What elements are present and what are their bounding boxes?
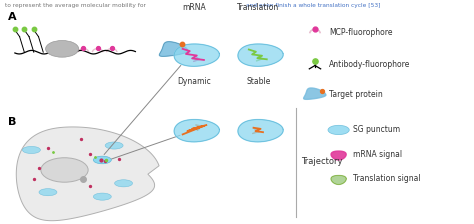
Polygon shape [174, 44, 219, 66]
Text: to represent the average molecular mobility for: to represent the average molecular mobil… [5, 3, 146, 8]
Ellipse shape [105, 142, 123, 149]
Polygon shape [331, 176, 346, 184]
Text: Dynamic: Dynamic [178, 77, 211, 86]
Text: Trajectory: Trajectory [301, 157, 342, 166]
Ellipse shape [115, 180, 133, 187]
Ellipse shape [93, 156, 111, 164]
Text: Antibody-fluorophore: Antibody-fluorophore [329, 60, 410, 69]
Polygon shape [238, 44, 283, 66]
Text: Translation signal: Translation signal [353, 174, 420, 183]
Text: mRNA signal: mRNA signal [353, 150, 402, 159]
Text: Stable: Stable [246, 77, 271, 86]
Text: SG punctum: SG punctum [353, 125, 400, 134]
Polygon shape [174, 120, 219, 142]
Polygon shape [304, 88, 326, 99]
Text: and even finish a whole translation cycle [53]: and even finish a whole translation cycl… [246, 3, 381, 8]
Polygon shape [16, 127, 159, 221]
Ellipse shape [93, 193, 111, 200]
Text: Translation: Translation [237, 3, 279, 12]
Ellipse shape [46, 41, 79, 57]
Text: A: A [8, 12, 17, 22]
Ellipse shape [39, 189, 57, 196]
Polygon shape [159, 42, 188, 56]
Ellipse shape [328, 125, 349, 135]
Polygon shape [238, 120, 283, 142]
Text: MCP-fluorophore: MCP-fluorophore [329, 28, 392, 37]
Ellipse shape [41, 158, 88, 182]
Ellipse shape [22, 146, 40, 153]
Polygon shape [331, 151, 346, 160]
Text: B: B [8, 117, 16, 127]
Text: Target protein: Target protein [329, 90, 383, 99]
Text: mRNA: mRNA [182, 3, 206, 12]
